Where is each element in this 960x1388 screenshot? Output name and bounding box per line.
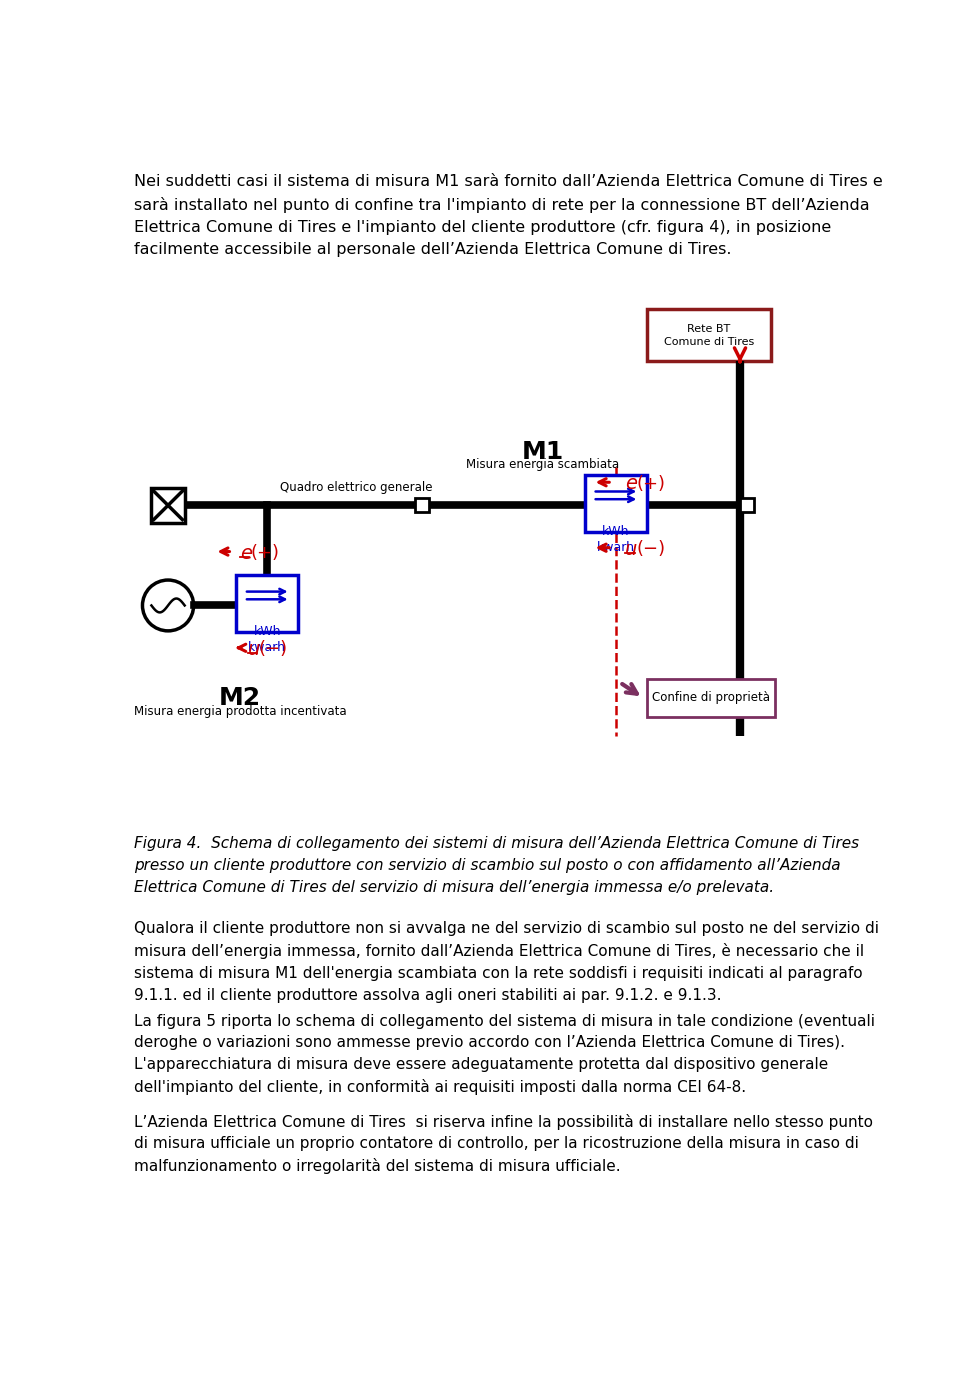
Text: Confine di proprietà: Confine di proprietà — [652, 691, 770, 704]
Text: M1: M1 — [521, 440, 564, 464]
Bar — [416, 498, 429, 512]
Text: u: u — [625, 540, 637, 559]
Text: kWh
kwarh: kWh kwarh — [597, 525, 635, 554]
Text: La figura 5 riporta lo schema di collegamento del sistema di misura in tale cond: La figura 5 riporta lo schema di collega… — [134, 1013, 875, 1095]
Text: Qualora il cliente produttore non si avvalga ne del servizio di scambio sul post: Qualora il cliente produttore non si avv… — [134, 922, 879, 1002]
Text: e: e — [240, 544, 252, 562]
Text: kWh
kwarh: kWh kwarh — [249, 625, 286, 654]
Text: Misura energia prodotta incentivata: Misura energia prodotta incentivata — [133, 705, 347, 718]
Text: u: u — [248, 640, 260, 659]
Bar — [236, 575, 299, 633]
Bar — [647, 679, 775, 718]
Text: (−): (−) — [259, 640, 288, 658]
Bar — [740, 498, 754, 512]
Text: (−): (−) — [636, 540, 665, 558]
Text: (+): (+) — [251, 544, 280, 562]
Text: M2: M2 — [219, 686, 261, 711]
Text: Figura 4.  Schema di collegamento dei sistemi di misura dell’Azienda Elettrica C: Figura 4. Schema di collegamento dei sis… — [134, 837, 859, 895]
Text: Quadro elettrico generale: Quadro elettrico generale — [280, 480, 433, 494]
Text: Misura energia scambiata: Misura energia scambiata — [466, 458, 619, 472]
Text: e: e — [625, 475, 637, 493]
Text: Rete BT
Comune di Tires: Rete BT Comune di Tires — [664, 323, 755, 347]
Bar — [647, 310, 771, 361]
Bar — [151, 489, 185, 523]
Text: Nei suddetti casi il sistema di misura M1 sarà fornito dall’Azienda Elettrica Co: Nei suddetti casi il sistema di misura M… — [134, 175, 882, 257]
Bar — [585, 475, 647, 533]
Text: L’Azienda Elettrica Comune di Tires  si riserva infine la possibilità di install: L’Azienda Elettrica Comune di Tires si r… — [134, 1113, 873, 1174]
Text: (+): (+) — [636, 475, 665, 493]
